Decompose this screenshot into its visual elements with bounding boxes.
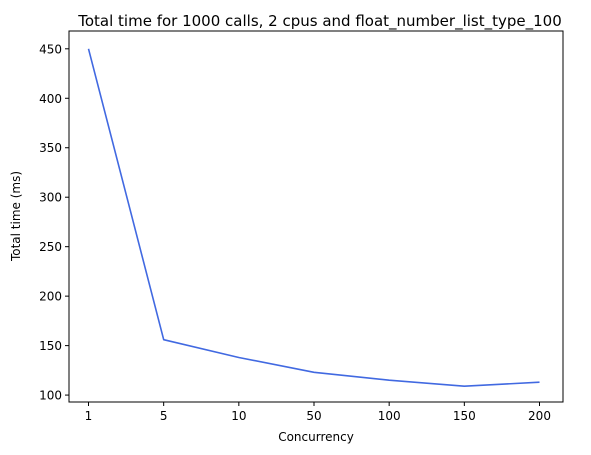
- plot-area-frame: [69, 31, 563, 402]
- y-tick-label: 450: [39, 42, 62, 56]
- x-tick-label: 10: [231, 409, 246, 423]
- x-tick-label: 150: [453, 409, 476, 423]
- series-layer: [89, 49, 540, 386]
- chart-title: Total time for 1000 calls, 2 cpus and fl…: [77, 12, 562, 31]
- x-tick-label: 200: [528, 409, 551, 423]
- y-axis: 100 150 200 250 300 350 400 450: [39, 42, 69, 402]
- y-tick-label: 350: [39, 141, 62, 155]
- x-tick-label: 1: [85, 409, 93, 423]
- x-axis: 1 5 10 50 100 150 200: [85, 402, 551, 423]
- x-tick-label: 5: [160, 409, 168, 423]
- x-axis-label: Concurrency: [278, 430, 354, 444]
- x-tick-label: 100: [378, 409, 401, 423]
- y-tick-label: 150: [39, 339, 62, 353]
- y-tick-label: 100: [39, 389, 62, 403]
- y-tick-label: 300: [39, 191, 62, 205]
- y-tick-label: 200: [39, 290, 62, 304]
- series-line: [89, 49, 540, 386]
- y-tick-label: 250: [39, 240, 62, 254]
- y-axis-label: Total time (ms): [9, 171, 23, 262]
- x-tick-label: 50: [306, 409, 321, 423]
- y-tick-label: 400: [39, 92, 62, 106]
